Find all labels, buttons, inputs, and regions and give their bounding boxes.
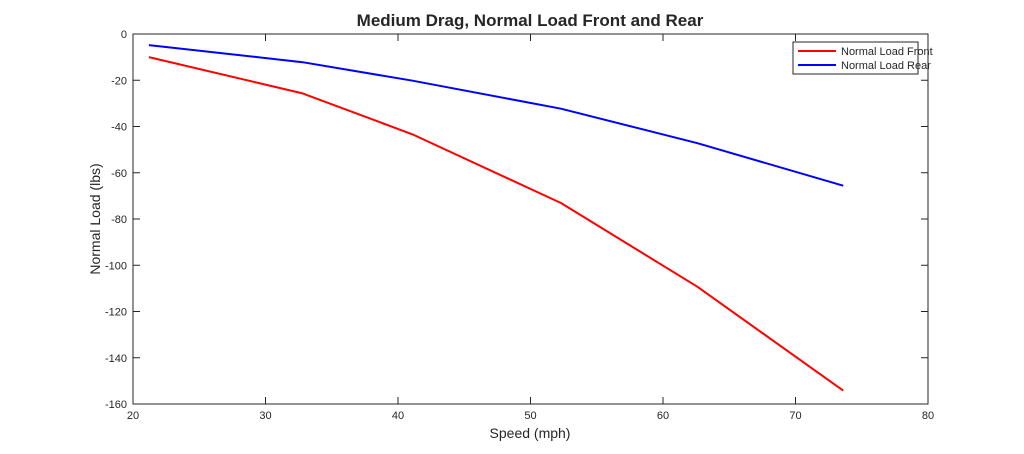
y-tick-label: -80 <box>111 214 127 226</box>
legend: Normal Load Front Normal Load Rear <box>792 41 933 75</box>
x-tick-label: 50 <box>524 410 536 422</box>
axis-ticks: 20 30 40 50 60 70 80 0 -20 -40 -60 -80 -100 -120 -140 -… <box>105 29 934 422</box>
y-tick-label: -60 <box>111 168 127 180</box>
legend-box <box>792 41 919 75</box>
y-tick-label: -120 <box>105 307 127 319</box>
series-line-front <box>148 56 844 392</box>
y-tick-label: -160 <box>105 399 127 411</box>
y-tick-label: -20 <box>111 75 127 87</box>
y-axis-label: Normal Load (lbs) <box>87 163 103 274</box>
legend-label-front: Normal Load Front <box>841 46 933 58</box>
x-tick-label: 20 <box>127 410 139 422</box>
y-tick-label: -100 <box>105 260 127 272</box>
x-axis-label: Speed (mph) <box>490 425 571 441</box>
series-line-rear <box>148 44 844 187</box>
y-tick-label: 0 <box>121 29 127 41</box>
legend-label-rear: Normal Load Rear <box>841 60 931 72</box>
plot-area <box>132 33 929 405</box>
series-lines <box>148 44 844 392</box>
x-tick-label: 30 <box>259 410 271 422</box>
x-tick-label: 40 <box>392 410 404 422</box>
y-tick-label: -40 <box>111 122 127 134</box>
x-tick-label: 60 <box>657 410 669 422</box>
x-tick-label: 70 <box>789 410 801 422</box>
x-tick-label: 80 <box>922 410 934 422</box>
y-tick-label: -140 <box>105 353 127 365</box>
chart-title: Medium Drag, Normal Load Front and Rear <box>357 11 704 30</box>
